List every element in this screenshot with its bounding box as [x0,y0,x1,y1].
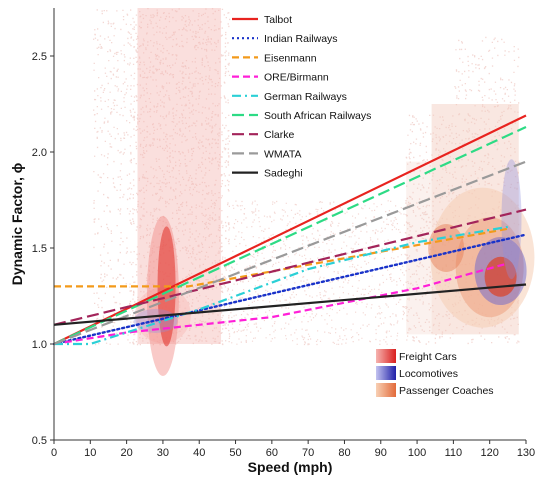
y-tick-label: 1.5 [32,243,47,255]
series-line-eisenmann [54,227,508,288]
legend-label: Eisenmann [264,52,317,64]
x-tick-label: 120 [481,447,499,459]
series-line-south-african-railways [53,126,527,345]
x-axis-title: Speed (mph) [248,459,333,475]
y-tick-label: 2.5 [32,51,47,63]
x-tick-label: 90 [375,447,387,459]
locomotive-density-edge [501,159,522,280]
x-tick-label: 70 [302,447,314,459]
legend-label: Indian Railways [264,33,338,45]
x-tick-label: 110 [445,447,463,459]
density-legend-swatch [376,349,396,363]
mid-speed-stripe-band [406,161,432,335]
legend-label: German Railways [264,91,347,103]
y-axis-title: Dynamic Factor, ϕ [9,163,25,286]
y-ticks: 0.5 1.0 1.5 2.0 2.5 [32,51,54,447]
legend-label: Talbot [264,14,292,26]
x-tick-label: 30 [157,447,169,459]
x-tick-label: 10 [84,447,96,459]
x-tick-label: 100 [408,447,426,459]
legend-label: Sadeghi [264,168,303,180]
x-tick-label: 60 [266,447,278,459]
density-legend-swatch [376,366,396,380]
model-lines [52,114,528,346]
density-legend-label: Passenger Coaches [399,385,494,397]
legend-label: ORE/Birmann [264,72,329,84]
scatter-points [93,8,520,346]
density-legend-swatch [376,383,396,397]
series-line-clarke [53,208,527,326]
x-tick-label: 50 [229,447,241,459]
series-line-sadeghi [53,283,527,326]
x-ticks: 0 10 20 30 40 50 60 70 80 90 100 110 120 130 [51,440,535,459]
x-tick-label: 80 [338,447,350,459]
x-tick-label: 0 [51,447,57,459]
passenger-density-side [428,224,465,272]
line-legend: Talbot Indian Railways Eisenmann ORE/Birman… [232,14,371,180]
density-legend-label: Freight Cars [399,351,457,363]
density-legend: Freight Cars Locomotives Passenger Coaches [376,349,494,397]
axes [53,8,526,441]
x-tick-label: 130 [517,447,535,459]
series-line-talbot [53,114,527,345]
legend-label: WMATA [264,148,302,160]
x-tick-label: 40 [193,447,205,459]
x-tick-label: 20 [120,447,132,459]
y-tick-label: 1.0 [32,339,47,351]
series-line-indian-railways [52,233,528,346]
y-tick-label: 0.5 [32,435,47,447]
y-tick-label: 2.0 [32,147,47,159]
series-line-ore-birmann [53,262,509,346]
legend-label: South African Railways [264,110,371,122]
legend-label: Clarke [264,129,295,141]
density-legend-label: Locomotives [399,368,458,380]
series-line-german-railways [54,225,508,346]
